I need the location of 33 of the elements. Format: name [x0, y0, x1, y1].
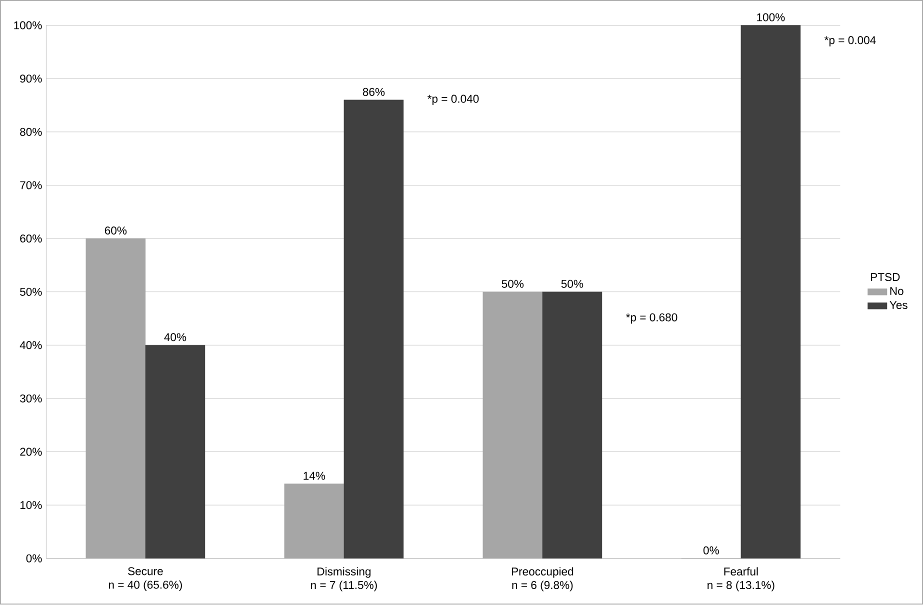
legend-title: PTSD [871, 273, 900, 282]
x-tick-label: Fearful n = 8 (13.1%) [708, 567, 774, 592]
y-tick-label: 40% [20, 341, 42, 350]
data-label: 86% [362, 88, 385, 96]
y-tick-label: 90% [20, 74, 42, 83]
data-label: 100% [757, 13, 785, 22]
x-tick-label: Dismissing n = 7 (11.5%) [311, 567, 377, 592]
bar [344, 100, 404, 559]
legend-label: Yes [890, 301, 908, 310]
y-tick-label: 0% [26, 554, 42, 563]
x-tick-label: Preoccupied n = 6 (9.8%) [512, 567, 574, 592]
annotation: *p = 0.040 [428, 95, 479, 106]
y-tick-label: 10% [20, 501, 42, 510]
data-label: 50% [502, 280, 524, 288]
data-label: 60% [104, 226, 127, 235]
x-tick-label: Secure n = 40 (65.6%) [108, 567, 182, 592]
y-tick-label: 70% [20, 181, 42, 190]
legend-label: No [890, 287, 904, 296]
data-label: 0% [703, 546, 719, 555]
annotation: *p = 0.680 [626, 314, 678, 324]
annotation: *p = 0.004 [824, 36, 876, 47]
y-tick-label: 100% [14, 21, 42, 30]
bar [542, 292, 602, 559]
y-tick-label: 20% [20, 448, 42, 456]
data-label: 50% [561, 280, 584, 288]
bar [145, 345, 206, 559]
data-label: 14% [304, 472, 326, 480]
data-label: 40% [164, 333, 186, 342]
bar [740, 25, 801, 559]
y-tick-label: 80% [20, 128, 42, 136]
y-tick-label: 50% [20, 288, 42, 296]
y-tick-label: 60% [20, 234, 42, 243]
y-tick-label: 30% [20, 394, 42, 403]
